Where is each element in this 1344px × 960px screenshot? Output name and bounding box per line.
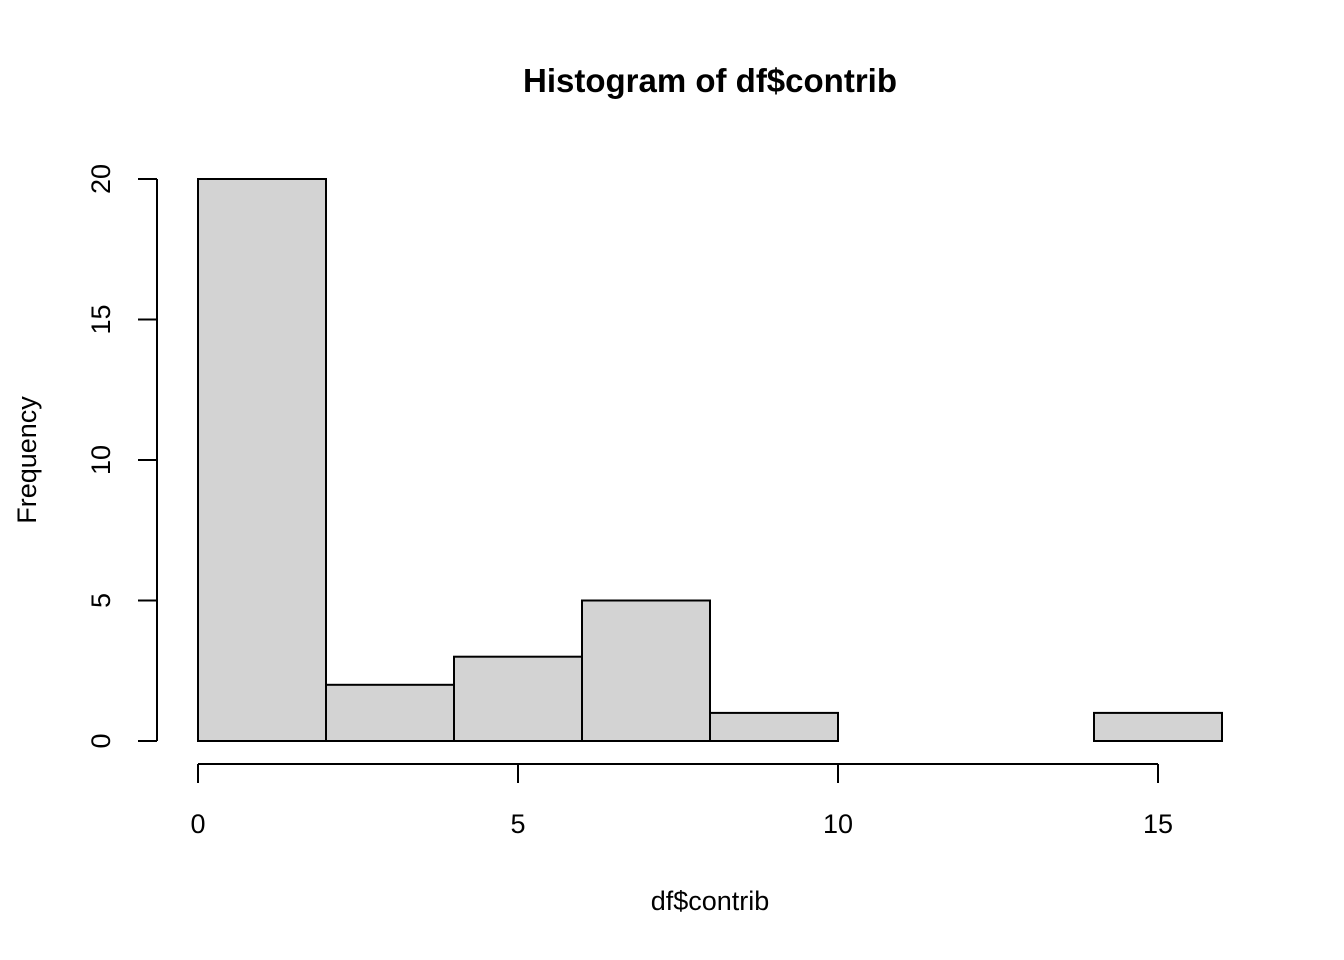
x-axis-label: df$contrib xyxy=(651,886,770,916)
histogram-bar xyxy=(453,655,583,743)
chart-title: Histogram of df$contrib xyxy=(523,62,897,99)
y-tick-label: 5 xyxy=(86,593,116,608)
histogram-bar xyxy=(581,599,711,742)
y-tick-label: 15 xyxy=(86,304,116,334)
y-tick-label: 10 xyxy=(86,445,116,475)
histogram-bar xyxy=(325,683,455,742)
y-tick-label: 0 xyxy=(86,733,116,748)
histogram-bar xyxy=(1093,711,1223,743)
y-axis: 0 5 10 15 20 xyxy=(86,164,158,749)
y-axis-label: Frequency xyxy=(12,396,42,524)
x-tick-label: 10 xyxy=(823,809,853,839)
x-tick-label: 15 xyxy=(1143,809,1173,839)
x-axis: 0 5 10 15 xyxy=(190,763,1173,839)
y-tick-label: 20 xyxy=(86,164,116,194)
bars-group xyxy=(197,178,1223,743)
histogram-bar xyxy=(709,711,839,743)
histogram-bar xyxy=(197,178,327,742)
x-tick-label: 0 xyxy=(190,809,205,839)
x-tick-label: 5 xyxy=(510,809,525,839)
